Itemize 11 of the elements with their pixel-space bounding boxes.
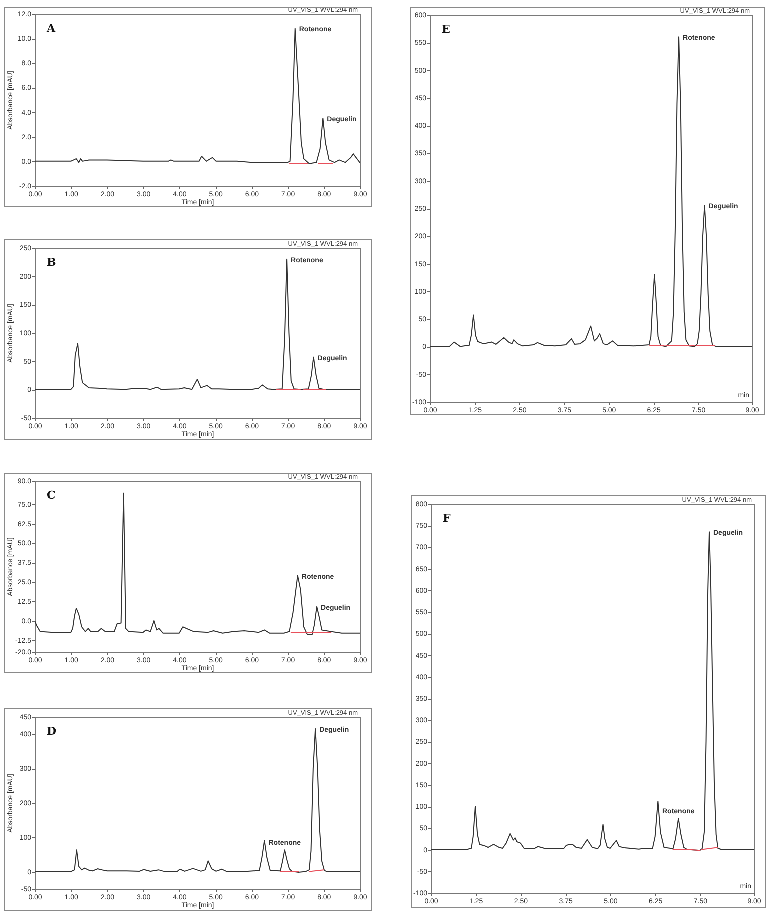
line-series xyxy=(35,492,360,636)
text: C xyxy=(47,489,56,502)
line-series xyxy=(35,728,360,873)
text: A xyxy=(46,22,56,35)
text: B xyxy=(47,256,56,269)
line-series xyxy=(430,36,752,348)
line-series xyxy=(431,532,754,852)
line-series xyxy=(35,258,360,390)
text: D xyxy=(47,725,57,738)
text: E xyxy=(442,23,450,36)
text: F xyxy=(443,512,451,525)
